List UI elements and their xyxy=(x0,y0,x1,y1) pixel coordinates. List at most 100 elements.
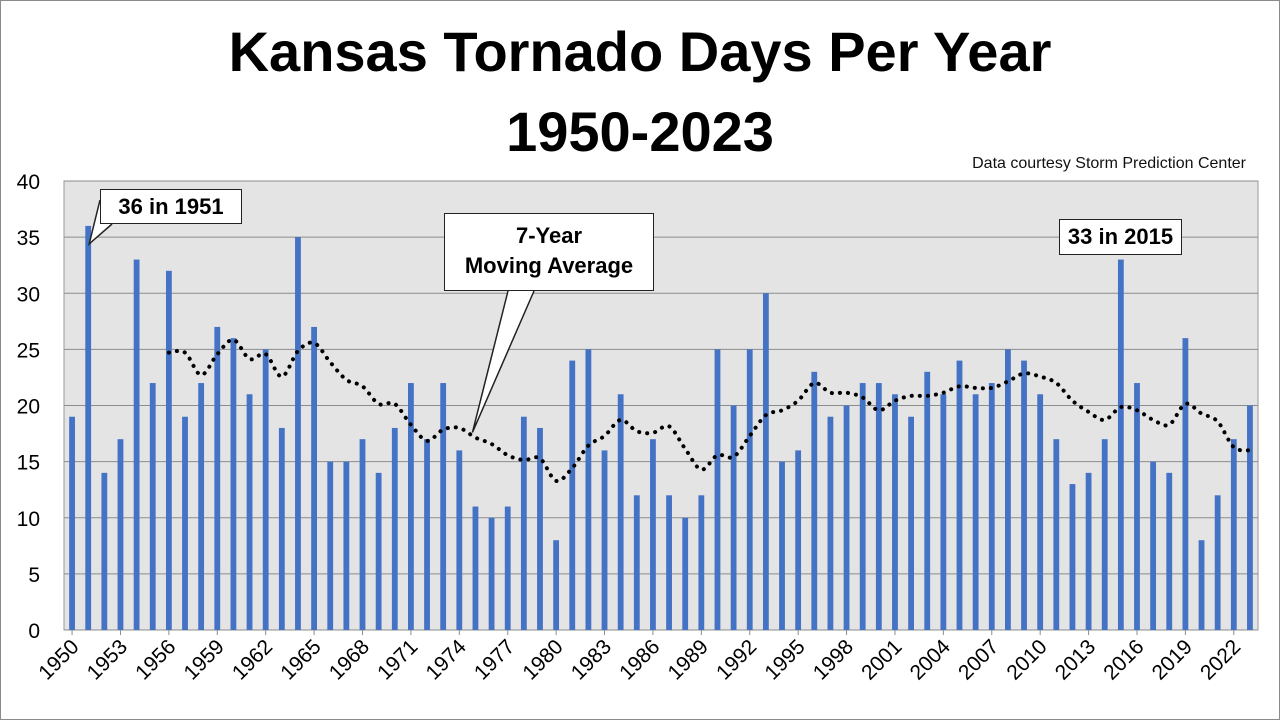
x-tick-label: 1971 xyxy=(373,635,422,684)
y-tick-label: 25 xyxy=(17,339,40,362)
x-tick-label: 2019 xyxy=(1148,635,1197,684)
bar xyxy=(601,450,608,630)
x-tick-label: 2007 xyxy=(954,635,1003,684)
bar xyxy=(730,405,737,630)
annotation-1951-peak: 36 in 1951 xyxy=(100,189,242,224)
annotation-1951-text: 36 in 1951 xyxy=(118,194,224,219)
bar xyxy=(1053,439,1060,630)
bar xyxy=(843,405,850,630)
bar xyxy=(85,225,92,630)
bar xyxy=(391,427,398,630)
x-tick-label: 1962 xyxy=(228,635,277,684)
x-tick-label: 1965 xyxy=(276,635,325,684)
bar xyxy=(408,383,414,630)
bar xyxy=(424,439,430,630)
x-tick-label: 2013 xyxy=(1051,635,1100,684)
bar xyxy=(327,461,334,630)
bar xyxy=(182,416,188,630)
x-tick-label: 1953 xyxy=(83,635,132,684)
bar xyxy=(1069,484,1076,630)
bar xyxy=(101,472,108,630)
x-tick-label: 1974 xyxy=(422,635,472,685)
bar xyxy=(246,394,253,630)
bar xyxy=(1247,405,1253,630)
y-tick-label: 15 xyxy=(17,452,40,475)
bar xyxy=(262,349,269,630)
bar xyxy=(1166,472,1173,630)
bar xyxy=(553,540,560,630)
bar xyxy=(940,394,947,630)
bar xyxy=(456,450,463,630)
x-tick-label: 1995 xyxy=(760,635,809,684)
annotation-moving-average: 7-Year Moving Average xyxy=(444,213,654,291)
bar xyxy=(859,383,866,630)
bar xyxy=(375,472,382,630)
x-tick-label: 1956 xyxy=(131,635,180,684)
bar xyxy=(1230,439,1237,630)
y-tick-label: 0 xyxy=(28,620,40,643)
bar xyxy=(214,326,221,630)
x-tick-label: 1986 xyxy=(615,635,664,684)
bar xyxy=(666,495,672,630)
bar xyxy=(956,360,963,630)
x-tick-label: 1959 xyxy=(180,635,229,684)
x-tick-label: 1998 xyxy=(809,635,858,684)
bar xyxy=(698,495,705,630)
bar xyxy=(988,383,995,630)
moving-average-line xyxy=(166,337,1252,484)
x-tick-label: 1980 xyxy=(518,635,567,684)
bar xyxy=(69,416,75,630)
bar xyxy=(230,338,237,630)
bar xyxy=(762,293,769,630)
bar xyxy=(504,506,511,630)
y-tick-label: 5 xyxy=(28,564,40,587)
y-tick-label: 40 xyxy=(17,171,40,194)
bar xyxy=(1117,259,1124,630)
annotation-2015-text: 33 in 2015 xyxy=(1067,224,1174,249)
annotation-moving-average-pointer xyxy=(471,290,535,433)
bar xyxy=(343,461,350,630)
bar xyxy=(972,394,979,630)
bar xyxy=(1101,439,1108,630)
data-credit: Data courtesy Storm Prediction Center xyxy=(972,155,1246,172)
bar xyxy=(149,383,156,630)
bar xyxy=(133,259,140,630)
chart-title: Kansas Tornado Days Per Year xyxy=(228,20,1052,83)
bar xyxy=(359,439,366,630)
bar xyxy=(569,360,576,630)
bar xyxy=(165,270,172,630)
bar xyxy=(617,394,624,630)
x-tick-label: 2016 xyxy=(1099,635,1148,684)
bar xyxy=(537,427,543,630)
bar xyxy=(295,237,301,630)
bar xyxy=(1085,472,1092,630)
bar xyxy=(198,383,205,630)
y-tick-label: 30 xyxy=(17,283,40,306)
x-tick-label: 1992 xyxy=(712,635,761,684)
bar xyxy=(746,349,753,630)
bar xyxy=(908,416,914,630)
bar xyxy=(633,495,640,630)
bar xyxy=(311,326,317,630)
bar xyxy=(117,439,124,630)
x-tick-label: 2001 xyxy=(857,635,906,684)
bar xyxy=(488,517,495,630)
x-tick-label: 2010 xyxy=(1002,635,1051,684)
bar xyxy=(1021,360,1027,630)
bar xyxy=(682,517,689,630)
bar xyxy=(1037,394,1044,630)
y-tick-label: 10 xyxy=(17,508,40,531)
bar xyxy=(1150,461,1157,630)
bar xyxy=(1198,540,1205,630)
x-tick-label: 2004 xyxy=(906,635,956,685)
annotation-moving-average-text: 7-Year Moving Average xyxy=(464,223,634,278)
bar xyxy=(924,371,931,630)
bar xyxy=(585,349,592,630)
bar xyxy=(811,371,818,630)
x-tick-label: 1950 xyxy=(34,635,83,684)
bar xyxy=(1005,349,1011,630)
y-tick-label: 20 xyxy=(17,396,40,419)
bar xyxy=(440,383,447,630)
x-tick-label: 1989 xyxy=(664,635,713,684)
x-tick-label: 1977 xyxy=(470,635,519,684)
